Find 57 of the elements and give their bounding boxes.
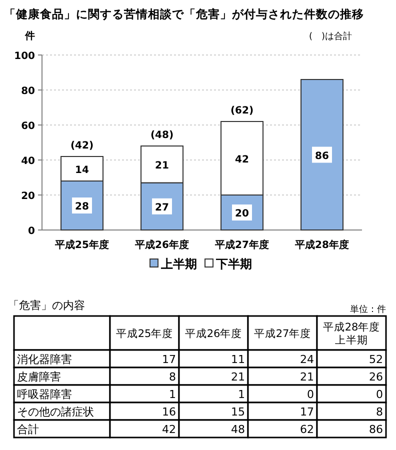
total-label: (42) [70,140,94,152]
data-label: 0 [376,388,383,401]
chart-title: 「危害」の内容 [8,299,85,312]
y-tick-label: 40 [21,156,36,167]
y-tick-label: 0 [28,226,36,237]
y-tick-label: 60 [21,121,36,132]
data-label: 1 [238,388,245,401]
total-label: (62) [230,106,254,116]
y-tick-label: 100 [14,51,36,62]
x-tick-label: 平成27年度 [214,239,269,251]
data-label: 52 [369,352,383,366]
data-label: 28 [75,202,89,212]
y-axis-title: 件 [24,30,35,42]
data-label: 17 [162,352,176,366]
y-tick-label: 消化器障害 [17,352,72,366]
data-label: 15 [231,405,245,418]
data-label: 24 [300,352,314,366]
x-tick-label: 平成26年度 [184,327,242,340]
data-label: 27 [155,202,169,214]
data-label: 1 [169,388,176,401]
x-tick-label: 平成28年度上半期 [322,320,380,346]
chart-title: 「健康食品」に関する苦情相談で「危害」が付与された件数の推移 [4,7,364,21]
x-tick-label: 平成27年度 [254,327,312,340]
data-label: 16 [162,405,176,418]
legend-label: 下半期 [215,257,252,271]
data-label: 48 [231,422,245,436]
y-tick-label: 80 [21,86,36,97]
data-label: 86 [315,150,329,162]
text: 単位：件 [350,304,386,315]
data-label: 8 [169,370,176,384]
y-tick-label: 呼吸器障害 [17,388,72,401]
data-label: 21 [300,370,314,384]
x-tick-label: 平成25年度 [116,327,174,340]
data-label: 86 [369,422,383,436]
x-tick-label: 平成25年度 [54,239,109,251]
y-tick-label: 合計 [17,422,39,436]
data-label: 42 [162,422,176,436]
x-tick-label: 平成26年度 [134,239,189,251]
y-tick-label: 皮膚障害 [17,370,61,384]
data-label: 17 [300,405,314,418]
y-tick-label: 20 [21,191,36,202]
legend-label: 上半期 [160,257,197,271]
data-label: 26 [369,370,383,384]
data-label: 42 [235,154,249,166]
x-tick-label: 平成28年度 [294,239,349,251]
data-label: 20 [235,208,249,220]
text: ( )は合計 [308,31,352,42]
data-label: 8 [376,405,383,418]
data-label: 62 [300,422,314,436]
data-label: 14 [75,164,89,176]
data-label: 0 [307,388,314,401]
data-label: 11 [231,352,245,366]
bar [300,79,344,230]
data-label: 21 [231,370,245,384]
y-tick-label: その他の諸症状 [17,405,94,418]
total-label: (48) [150,130,174,141]
data-label: 21 [155,160,169,172]
